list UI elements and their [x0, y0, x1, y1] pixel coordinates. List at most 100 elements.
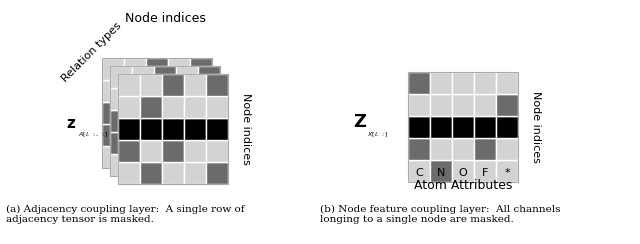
Text: Relation types: Relation types: [60, 20, 124, 84]
Bar: [162, 140, 184, 162]
Bar: [140, 74, 162, 96]
Bar: [102, 80, 124, 102]
Bar: [206, 96, 228, 118]
Bar: [154, 66, 176, 88]
Bar: [408, 138, 430, 160]
Bar: [110, 132, 132, 154]
Bar: [452, 94, 474, 116]
Bar: [162, 118, 184, 140]
Bar: [176, 110, 198, 132]
Text: O: O: [459, 168, 467, 178]
Bar: [474, 116, 496, 138]
Bar: [452, 72, 474, 94]
Bar: [206, 162, 228, 184]
Bar: [132, 154, 154, 176]
Bar: [496, 72, 518, 94]
Bar: [198, 88, 220, 110]
Bar: [452, 160, 474, 182]
Bar: [176, 88, 198, 110]
Bar: [474, 94, 496, 116]
Text: Node indices: Node indices: [241, 93, 251, 165]
Bar: [496, 160, 518, 182]
Bar: [190, 80, 212, 102]
Bar: [110, 110, 132, 132]
Bar: [496, 94, 518, 116]
Bar: [146, 102, 168, 124]
Bar: [118, 96, 140, 118]
Bar: [118, 140, 140, 162]
Bar: [132, 110, 154, 132]
Bar: [190, 124, 212, 146]
Bar: [132, 66, 154, 88]
Bar: [124, 102, 146, 124]
Text: Node indices: Node indices: [531, 91, 541, 163]
Bar: [430, 160, 452, 182]
Bar: [132, 88, 154, 110]
Bar: [146, 124, 168, 146]
Bar: [124, 80, 146, 102]
Bar: [408, 160, 430, 182]
Bar: [102, 58, 124, 80]
Bar: [110, 154, 132, 176]
Bar: [140, 118, 162, 140]
Bar: [474, 160, 496, 182]
Bar: [408, 94, 430, 116]
Bar: [198, 110, 220, 132]
Bar: [124, 146, 146, 168]
Bar: [118, 118, 140, 140]
Bar: [184, 118, 206, 140]
Bar: [110, 66, 220, 176]
Bar: [496, 116, 518, 138]
Bar: [140, 140, 162, 162]
Bar: [474, 72, 496, 94]
Bar: [474, 138, 496, 160]
Text: (a) Adjacency coupling layer:  A single row of
adjacency tensor is masked.: (a) Adjacency coupling layer: A single r…: [6, 205, 245, 224]
Bar: [408, 72, 518, 182]
Bar: [176, 154, 198, 176]
Bar: [184, 140, 206, 162]
Text: (b) Node feature coupling layer:  All channels
longing to a single node are mask: (b) Node feature coupling layer: All cha…: [320, 205, 561, 224]
Bar: [206, 74, 228, 96]
Text: Atom Attributes: Atom Attributes: [414, 179, 512, 192]
Bar: [176, 66, 198, 88]
Bar: [430, 138, 452, 160]
Text: N: N: [437, 168, 445, 178]
Bar: [146, 146, 168, 168]
Bar: [140, 96, 162, 118]
Bar: [168, 124, 190, 146]
Bar: [102, 124, 124, 146]
Bar: [102, 146, 124, 168]
Bar: [140, 162, 162, 184]
Bar: [162, 162, 184, 184]
Bar: [162, 96, 184, 118]
Bar: [496, 138, 518, 160]
Bar: [162, 74, 184, 96]
Bar: [184, 74, 206, 96]
Text: $_{X[l,\,:]}$: $_{X[l,\,:]}$: [367, 130, 388, 140]
Bar: [168, 146, 190, 168]
Bar: [118, 74, 228, 184]
Text: F: F: [482, 168, 488, 178]
Text: *: *: [504, 168, 510, 178]
Bar: [198, 66, 220, 88]
Text: $\mathbf{Z}$: $\mathbf{Z}$: [353, 113, 367, 131]
Bar: [146, 58, 168, 80]
Bar: [408, 116, 430, 138]
Bar: [110, 88, 132, 110]
Bar: [154, 110, 176, 132]
Bar: [124, 124, 146, 146]
Bar: [118, 162, 140, 184]
Bar: [206, 140, 228, 162]
Bar: [184, 96, 206, 118]
Bar: [198, 154, 220, 176]
Bar: [184, 162, 206, 184]
Bar: [430, 116, 452, 138]
Bar: [430, 72, 452, 94]
Bar: [430, 94, 452, 116]
Bar: [102, 58, 212, 168]
Text: $\mathbf{z}$: $\mathbf{z}$: [66, 116, 76, 132]
Bar: [452, 138, 474, 160]
Bar: [198, 132, 220, 154]
Text: C: C: [415, 168, 423, 178]
Bar: [206, 118, 228, 140]
